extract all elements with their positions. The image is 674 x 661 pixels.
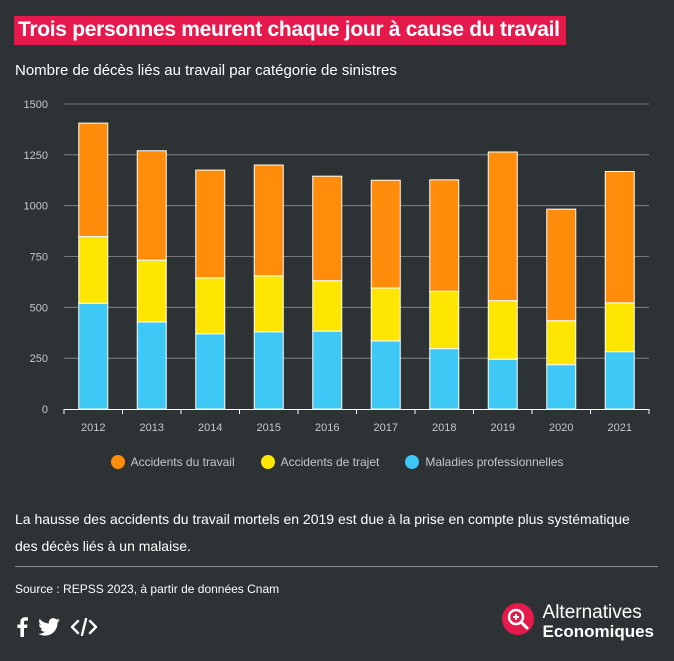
bar-maladies-professionnelles-2015 [253, 331, 284, 410]
chart-title: Trois personnes meurent chaque jour à ca… [14, 16, 566, 45]
x-tick-label: 2013 [140, 422, 164, 434]
facebook-icon[interactable] [16, 617, 28, 637]
chart-note: La hausse des accidents du travail morte… [15, 511, 630, 554]
twitter-icon[interactable] [38, 618, 60, 636]
legend-label: Maladies professionnelles [425, 455, 564, 469]
x-tick-label: 2018 [432, 422, 456, 434]
legend-item: Maladies professionnelles [405, 455, 563, 469]
bar-maladies-professionnelles-2021 [604, 351, 635, 410]
x-tick-label: 2015 [257, 422, 281, 434]
bar-maladies-professionnelles-2020 [546, 364, 577, 410]
bar-accidents-du-travail-2014 [195, 169, 226, 279]
bar-accidents-du-travail-2016 [312, 175, 343, 282]
bar-accidents-du-travail-2013 [136, 150, 167, 261]
legend-label: Accidents du travail [130, 455, 235, 469]
legend-label: Accidents de trajet [280, 455, 380, 469]
x-tick-label: 2020 [549, 422, 573, 434]
bar-accidents-du-travail-2021 [604, 171, 635, 304]
bar-accidents-du-travail-2018 [429, 179, 460, 292]
divider [15, 566, 658, 567]
bar-accidents-du-travail-2019 [487, 151, 518, 302]
bar-accidents-de-trajet-2015 [253, 275, 284, 333]
y-tick-label: 0 [42, 404, 48, 416]
brand-name-line2: Economiques [542, 621, 654, 641]
bar-accidents-de-trajet-2017 [370, 287, 401, 342]
chart-subtitle: Nombre de décès liés au travail par caté… [15, 62, 397, 79]
legend-item: Accidents du travail [110, 455, 235, 469]
embed-code-icon[interactable] [70, 618, 98, 636]
y-tick-label: 500 [30, 302, 48, 314]
bar-accidents-du-travail-2017 [370, 179, 401, 289]
legend-swatch [405, 455, 420, 469]
y-tick-label: 1500 [24, 99, 48, 111]
bar-accidents-de-trajet-2019 [487, 300, 518, 360]
bar-maladies-professionnelles-2016 [312, 330, 343, 410]
stacked-bar-chart: 0 250 500 750 1000 1250 1500 2012 2013 2014 2015 20… [24, 99, 650, 434]
legend-item: Accidents de trajet [260, 455, 380, 469]
bar-accidents-de-trajet-2012 [78, 236, 109, 304]
bar-maladies-professionnelles-2018 [429, 348, 460, 410]
bar-maladies-professionnelles-2012 [78, 302, 109, 410]
chart-legend: Accidents du travail Accidents de trajet M… [0, 455, 674, 469]
bar-accidents-de-trajet-2014 [195, 277, 226, 335]
brand-logo: Alternatives Economiques [501, 602, 654, 641]
y-tick-label: 1250 [24, 150, 48, 162]
x-tick-label: 2021 [608, 422, 632, 434]
x-tick-label: 2017 [374, 422, 398, 434]
bar-accidents-de-trajet-2018 [429, 290, 460, 350]
bar-maladies-professionnelles-2013 [136, 321, 167, 410]
legend-swatch [110, 455, 125, 469]
bar-accidents-de-trajet-2021 [604, 302, 635, 353]
bar-maladies-professionnelles-2017 [370, 340, 401, 410]
share-bar [16, 617, 98, 637]
bar-maladies-professionnelles-2019 [487, 358, 518, 410]
bar-accidents-de-trajet-2016 [312, 280, 343, 332]
bar-accidents-du-travail-2015 [253, 164, 284, 277]
y-tick-label: 1000 [24, 201, 48, 213]
bar-accidents-de-trajet-2013 [136, 259, 167, 323]
x-tick-label: 2012 [81, 422, 105, 434]
bar-accidents-de-trajet-2020 [546, 320, 577, 366]
magnifier-logo-icon [501, 602, 535, 641]
source-text: Source : REPSS 2023, à partir de données… [15, 582, 280, 596]
y-tick-label: 750 [30, 252, 48, 264]
x-tick-label: 2019 [491, 422, 515, 434]
x-tick-label: 2016 [315, 422, 339, 434]
brand-name-line1: Alternatives [542, 601, 642, 623]
legend-swatch [260, 455, 275, 469]
bar-maladies-professionnelles-2014 [195, 333, 226, 410]
bar-accidents-du-travail-2020 [546, 208, 577, 322]
x-tick-label: 2014 [198, 422, 222, 434]
bar-accidents-du-travail-2012 [78, 122, 109, 238]
y-tick-label: 250 [30, 353, 48, 365]
